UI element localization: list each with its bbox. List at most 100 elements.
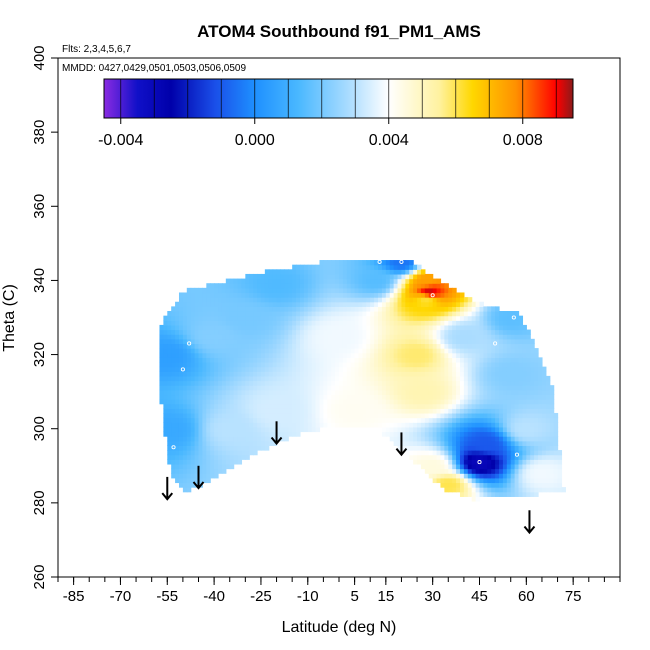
heatmap-cell [545,375,551,382]
heatmap-cell [280,338,285,345]
heatmap-cell [549,408,555,414]
heatmap-cell [378,408,383,414]
heatmap-cell [452,454,457,460]
heatmap-cell [194,320,200,326]
heatmap-cell [475,315,481,321]
heatmap-cell [463,431,469,437]
heatmap-cell [178,352,184,358]
heatmap-cell [311,417,317,423]
heatmap-cell [159,385,164,391]
heatmap-cell [397,269,403,275]
heatmap-cell [436,440,442,446]
heatmap-cell [389,334,395,340]
heatmap-cell [534,348,539,354]
heatmap-cell [424,278,430,284]
heatmap-cell [522,417,527,423]
heatmap-cell [182,463,188,470]
heatmap-cell [218,348,223,354]
heatmap-cell [495,320,500,326]
heatmap-cell [253,375,258,382]
heatmap-cell [538,482,543,488]
heatmap-cell [506,375,512,382]
heatmap-cell [257,297,262,303]
heatmap-cell [358,306,364,312]
heatmap-cell [491,348,496,354]
heatmap-cell [397,311,403,317]
heatmap-cell [237,320,243,326]
heatmap-cell [178,454,184,460]
heatmap-cell [358,361,364,368]
heatmap-cell [257,417,262,423]
heatmap-cell [432,338,438,345]
heatmap-cell [405,450,410,456]
heatmap-cell [413,380,418,386]
heatmap-cell [514,366,520,372]
heatmap-cell [378,361,383,368]
heatmap-cell [526,422,531,428]
heatmap-cell [487,361,492,368]
heatmap-cell [471,473,477,479]
heatmap-cell [553,445,559,451]
heatmap-cell [428,278,434,284]
heatmap-cell [499,380,504,386]
heatmap-cell [378,324,383,331]
heatmap-cell [475,408,481,414]
heatmap-cell [260,412,266,419]
heatmap-cell [510,352,516,358]
heatmap-cell [534,491,539,497]
heatmap-cell [502,385,508,391]
heatmap-cell [483,463,488,470]
heatmap-cell [530,491,535,497]
heatmap-cell [186,473,192,479]
heatmap-cell [456,348,461,354]
heatmap-cell [467,380,473,386]
heatmap-cell [456,436,461,442]
heatmap-cell [370,403,375,409]
heatmap-cell [331,269,336,275]
heatmap-cell [319,287,324,294]
heatmap-cell [417,459,422,465]
heatmap-cell [456,324,461,331]
heatmap-cell [374,361,379,368]
heatmap-cell [198,403,203,409]
heatmap-cell [436,431,442,437]
heatmap-cell [194,315,200,321]
heatmap-cell [284,431,289,437]
heatmap-cell [175,431,180,437]
heatmap-cell [339,269,344,275]
heatmap-cell [221,463,227,470]
heatmap-cell [264,297,270,303]
heatmap-cell [420,380,426,386]
heatmap-cell [339,399,344,405]
heatmap-cell [526,426,531,433]
heatmap-cell [374,375,379,382]
heatmap-cell [339,292,344,298]
heatmap-cell [358,273,364,280]
heatmap-cell [280,389,285,396]
heatmap-cell [260,273,266,280]
heatmap-cell [268,334,274,340]
heatmap-cell [534,468,539,474]
heatmap-cell [522,450,527,456]
heatmap-cell [280,273,285,280]
heatmap-cell [319,352,324,358]
heatmap-cell [467,394,473,400]
heatmap-cell [538,426,543,433]
heatmap-cell [475,375,481,382]
heatmap-cell [178,348,184,354]
heatmap-cell [381,371,387,377]
heatmap-cell [530,445,535,451]
heatmap-cell [327,380,332,386]
heatmap-cell [323,292,328,298]
heatmap-cell [499,311,504,317]
heatmap-cell [405,264,410,270]
heatmap-cell [409,343,414,349]
heatmap-cell [440,334,445,340]
heatmap-cell [178,445,184,451]
heatmap-cell [440,338,445,345]
heatmap-cell [315,408,321,414]
heatmap-cell [459,306,465,312]
heatmap-cell [288,408,293,414]
heatmap-cell [218,324,223,331]
